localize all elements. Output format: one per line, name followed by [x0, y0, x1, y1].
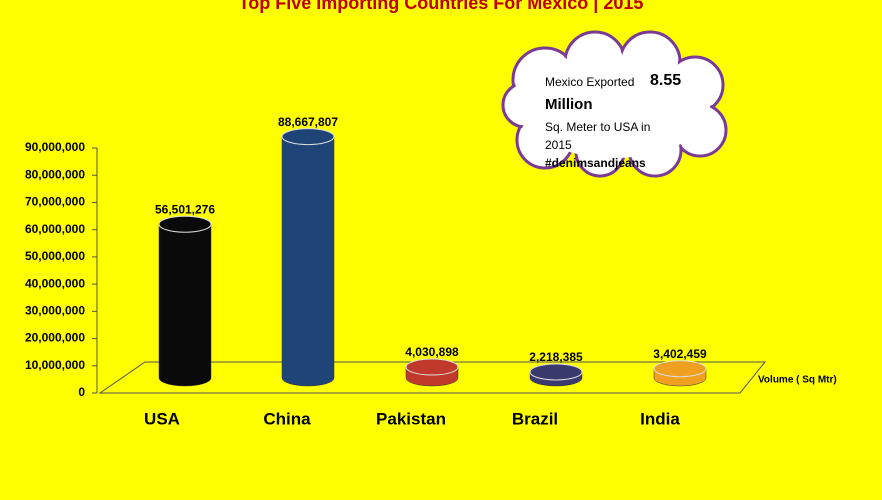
x-tick-label: China [263, 409, 311, 428]
y-tick-label: 90,000,000 [25, 140, 85, 154]
annotation: #denimsandjeans [545, 156, 646, 170]
bar [158, 223, 212, 387]
y-tick-label: 50,000,000 [25, 249, 85, 263]
bar-top [653, 360, 707, 378]
cloud-fill [505, 34, 724, 174]
bar-top [281, 128, 335, 146]
annotation: Mexico Exported [545, 75, 634, 89]
x-tick-label: Brazil [512, 409, 558, 428]
y-tick-label: 70,000,000 [25, 195, 85, 209]
data-label: 3,402,459 [653, 347, 707, 361]
x-tick-label: Pakistan [376, 409, 446, 428]
bar [281, 136, 335, 387]
legend-label: Volume ( Sq Mtr) [758, 375, 837, 386]
y-tick-label: 80,000,000 [25, 167, 85, 181]
y-tick-label: 0 [78, 385, 85, 399]
y-tick-label: 60,000,000 [25, 222, 85, 236]
data-label: 88,667,807 [278, 115, 338, 129]
y-tick-label: 40,000,000 [25, 276, 85, 290]
annotation: 2015 [545, 138, 572, 152]
bar-top [158, 215, 212, 233]
bar-top [529, 363, 583, 381]
data-label: 2,218,385 [529, 350, 583, 364]
bar-top [405, 358, 459, 376]
x-tick-label: USA [144, 409, 180, 428]
data-label: 4,030,898 [405, 345, 459, 359]
annotation: Million [545, 96, 593, 113]
y-tick-label: 30,000,000 [25, 304, 85, 318]
x-tick-label: India [640, 409, 680, 428]
annotation: 8.55 [650, 72, 681, 89]
chart-title: Top Five Importing Countries For Mexico … [239, 0, 644, 13]
data-label: 56,501,276 [155, 202, 215, 216]
y-tick-label: 10,000,000 [25, 358, 85, 372]
annotation: Sq. Meter to USA in [545, 120, 650, 134]
y-tick-label: 20,000,000 [25, 331, 85, 345]
